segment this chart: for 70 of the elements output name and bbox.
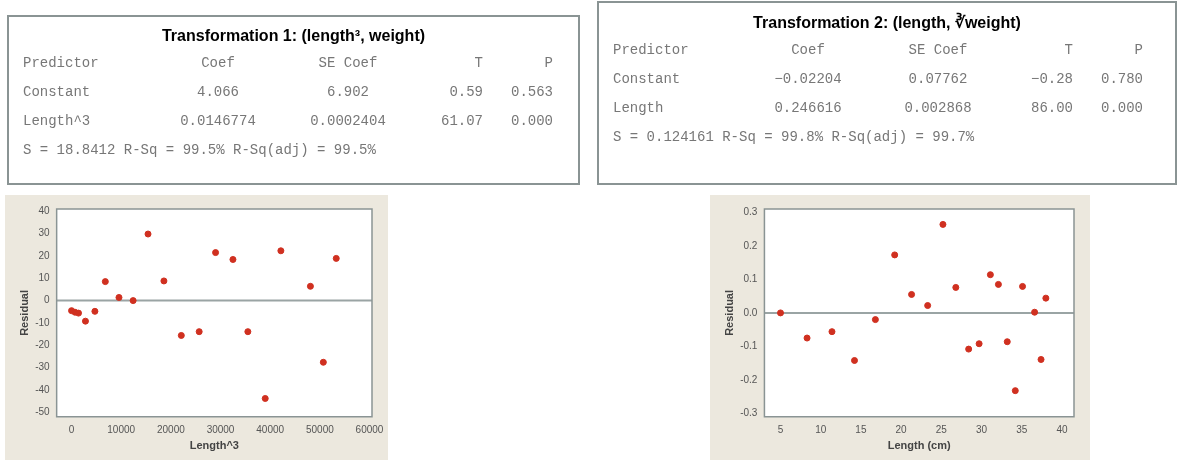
y-tick-label: -10 bbox=[35, 316, 51, 328]
text: Coef bbox=[790, 42, 826, 58]
text: 0.002868 bbox=[903, 100, 973, 116]
text: Predictor bbox=[613, 42, 690, 58]
y-tick-label: -0.1 bbox=[740, 340, 758, 352]
x-tick-label: 60000 bbox=[355, 423, 384, 435]
text: 0.780 bbox=[1100, 71, 1143, 87]
text: 61.07 bbox=[440, 113, 483, 129]
text: Transformation 1: (length³, weight) bbox=[160, 27, 427, 45]
y-tick-label: 0.0 bbox=[743, 306, 758, 318]
y-tick-label: 30 bbox=[38, 227, 51, 239]
text: Length bbox=[613, 100, 665, 116]
y-tick-label: 0 bbox=[44, 294, 51, 306]
x-tick-label: 35 bbox=[1016, 423, 1028, 435]
text: 0.0002404 bbox=[309, 113, 387, 129]
text: P bbox=[543, 55, 553, 71]
x-tick-label: 15 bbox=[855, 423, 867, 435]
text: Transformation 2: (length, ∛weight) bbox=[752, 13, 1022, 32]
y-tick-label: -20 bbox=[35, 339, 51, 351]
y-tick-label: -40 bbox=[35, 383, 51, 395]
text: 4.066 bbox=[196, 84, 240, 100]
text: P bbox=[1133, 42, 1143, 58]
y-tick-label: 0.1 bbox=[743, 273, 758, 285]
text: 0.59 bbox=[448, 84, 483, 100]
text: −0.28 bbox=[1030, 71, 1073, 87]
x-tick-label: 30 bbox=[975, 423, 988, 435]
text: Coef bbox=[200, 55, 236, 71]
x-tick-label: 40000 bbox=[256, 423, 285, 435]
text: 0.0146774 bbox=[179, 113, 257, 129]
y-tick-label: -30 bbox=[35, 361, 51, 373]
y-tick-label: 20 bbox=[38, 249, 51, 261]
x-tick-label: 40 bbox=[1056, 423, 1068, 435]
text: SE Coef bbox=[317, 55, 379, 71]
y-tick-label: 0.2 bbox=[743, 239, 758, 251]
x-tick-label: 10 bbox=[815, 423, 827, 435]
text: 0.246616 bbox=[773, 100, 843, 116]
text: Constant bbox=[613, 71, 682, 87]
y-axis-title: Residual bbox=[17, 289, 30, 336]
x-axis-title: Length^3 bbox=[189, 439, 239, 452]
x-tick-label: 0 bbox=[68, 423, 75, 435]
text: Constant bbox=[23, 84, 92, 100]
text: T bbox=[1063, 42, 1073, 58]
text: SE Coef bbox=[907, 42, 969, 58]
text: S = 0.124161 R-Sq = 99.8% R-Sq(adj) = 99.7% bbox=[613, 129, 976, 145]
y-tick-label: 0.3 bbox=[743, 206, 758, 218]
text: Predictor bbox=[23, 55, 100, 71]
x-axis-title: Length (cm) bbox=[887, 439, 952, 452]
text: 0.07762 bbox=[907, 71, 969, 87]
text: 0.000 bbox=[1100, 100, 1143, 116]
text: 6.902 bbox=[326, 84, 370, 100]
text: 0.000 bbox=[510, 113, 553, 129]
text: −0.02204 bbox=[773, 71, 843, 87]
x-tick-label: 10000 bbox=[107, 423, 136, 435]
y-tick-label: -50 bbox=[35, 406, 51, 418]
text: Length^3 bbox=[23, 113, 92, 129]
y-tick-label: -0.2 bbox=[740, 373, 758, 385]
y-tick-label: 10 bbox=[38, 272, 51, 284]
x-tick-label: 25 bbox=[935, 423, 948, 435]
y-axis-title: Residual bbox=[722, 289, 735, 336]
x-tick-label: 20 bbox=[895, 423, 908, 435]
text: T bbox=[473, 55, 483, 71]
x-tick-label: 30000 bbox=[206, 423, 235, 435]
x-tick-label: 20000 bbox=[156, 423, 186, 435]
x-tick-label: 50000 bbox=[305, 423, 335, 435]
text: 86.00 bbox=[1030, 100, 1073, 116]
y-tick-label: 40 bbox=[38, 204, 51, 216]
x-tick-label: 5 bbox=[777, 423, 784, 435]
text: 0.563 bbox=[510, 84, 553, 100]
text: S = 18.8412 R-Sq = 99.5% R-Sq(adj) = 99.5% bbox=[23, 142, 377, 158]
y-tick-label: -0.3 bbox=[740, 407, 758, 419]
